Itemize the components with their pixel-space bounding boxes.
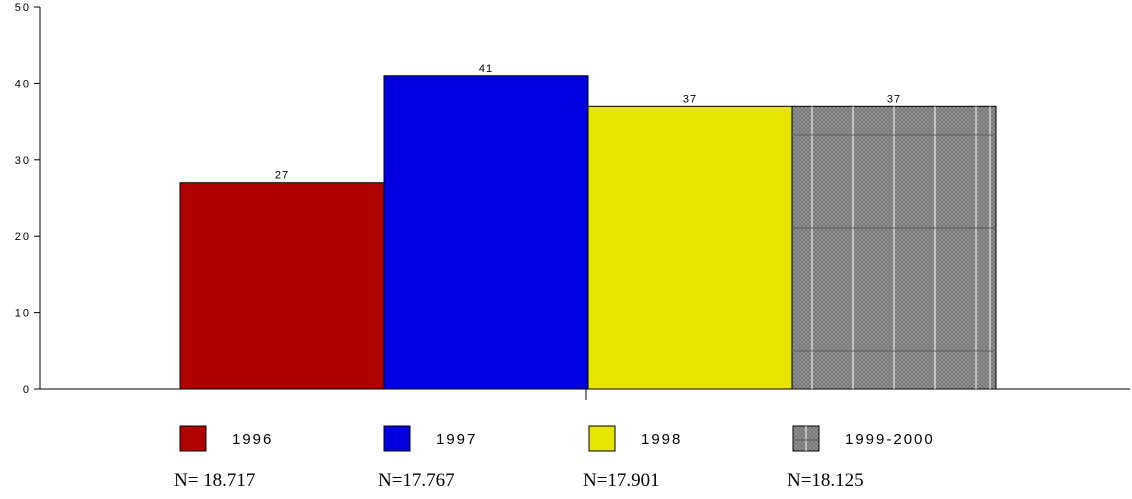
sample-size-label: N=17.767 (378, 470, 455, 491)
legend-label: 1996 (232, 431, 273, 448)
bar-1998 (587, 105, 793, 390)
bar-data-label: 41 (479, 63, 493, 75)
y-tick-label: 40 (15, 78, 31, 90)
bar-data-label: 37 (683, 93, 697, 105)
y-tick-label: 20 (15, 231, 31, 243)
sample-size-label: N=18.125 (787, 470, 864, 491)
legend-swatch-1997 (383, 425, 411, 452)
legend-swatch-1996 (179, 425, 207, 452)
legend-label: 1997 (436, 431, 477, 448)
y-tick-label: 10 (15, 308, 31, 320)
bar-data-label: 37 (887, 93, 901, 105)
sample-size-label: N=17.901 (583, 470, 660, 491)
legend-label: 1999-2000 (845, 431, 935, 448)
legend: 1996 N= 18.717 1997 N=17.767 1998 N=17.901 199… (174, 425, 935, 491)
legend-label: 1998 (641, 431, 682, 448)
bars: 27 41 37 37 (179, 63, 997, 390)
sample-size-label: N= 18.717 (174, 470, 255, 491)
legend-swatch-1998 (588, 425, 616, 452)
bar-1997 (383, 75, 589, 390)
y-tick-label: 30 (15, 155, 31, 167)
bar-data-label: 27 (275, 170, 289, 182)
y-tick-label: 0 (23, 384, 31, 396)
y-tick-label: 50 (15, 2, 31, 14)
bar-1996 (179, 182, 385, 390)
bar-hatch-grid (792, 106, 996, 389)
